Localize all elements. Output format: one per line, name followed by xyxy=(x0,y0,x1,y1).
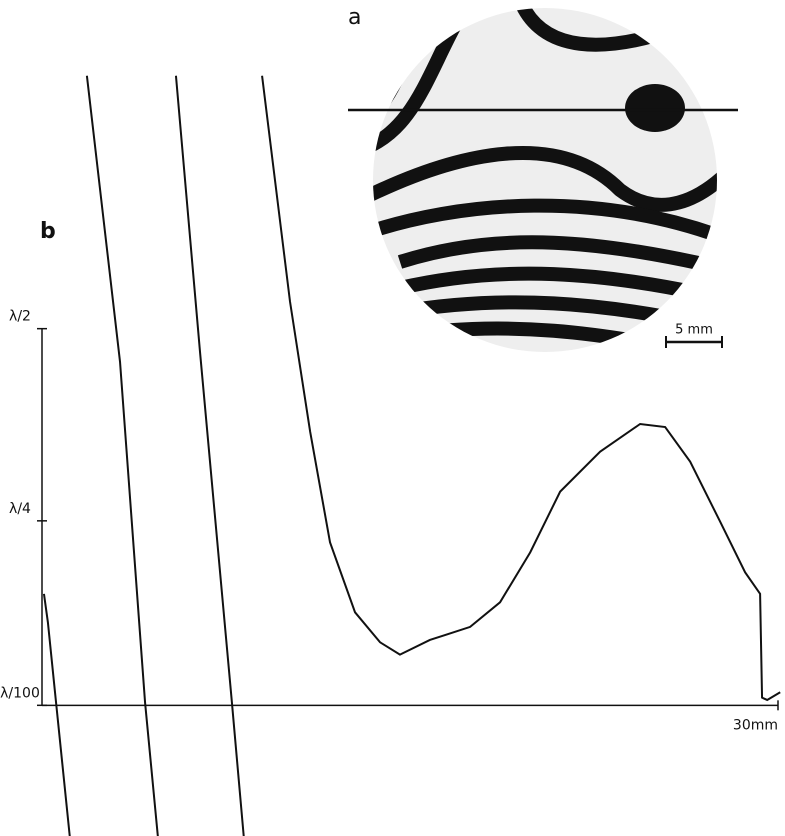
profile-line xyxy=(44,594,70,836)
y-tick-label: λ/2 xyxy=(9,309,31,325)
interferogram xyxy=(348,0,738,360)
y-tick-label: λ/4 xyxy=(9,501,31,517)
figure: a b 5 mm λ/100 λ/4 λ/2 30mm xyxy=(0,0,785,836)
scale-label: 5 mm xyxy=(675,323,713,338)
panel-label: a xyxy=(348,5,361,30)
panel-label: b xyxy=(40,219,56,244)
x-tick-label: 30mm xyxy=(733,717,778,733)
y-tick-label: λ/100 xyxy=(0,685,40,701)
profile-line xyxy=(87,76,158,836)
profile-line xyxy=(176,76,244,836)
page: a b 5 mm λ/100λ/4λ/230mm (() => { const … xyxy=(0,0,785,836)
